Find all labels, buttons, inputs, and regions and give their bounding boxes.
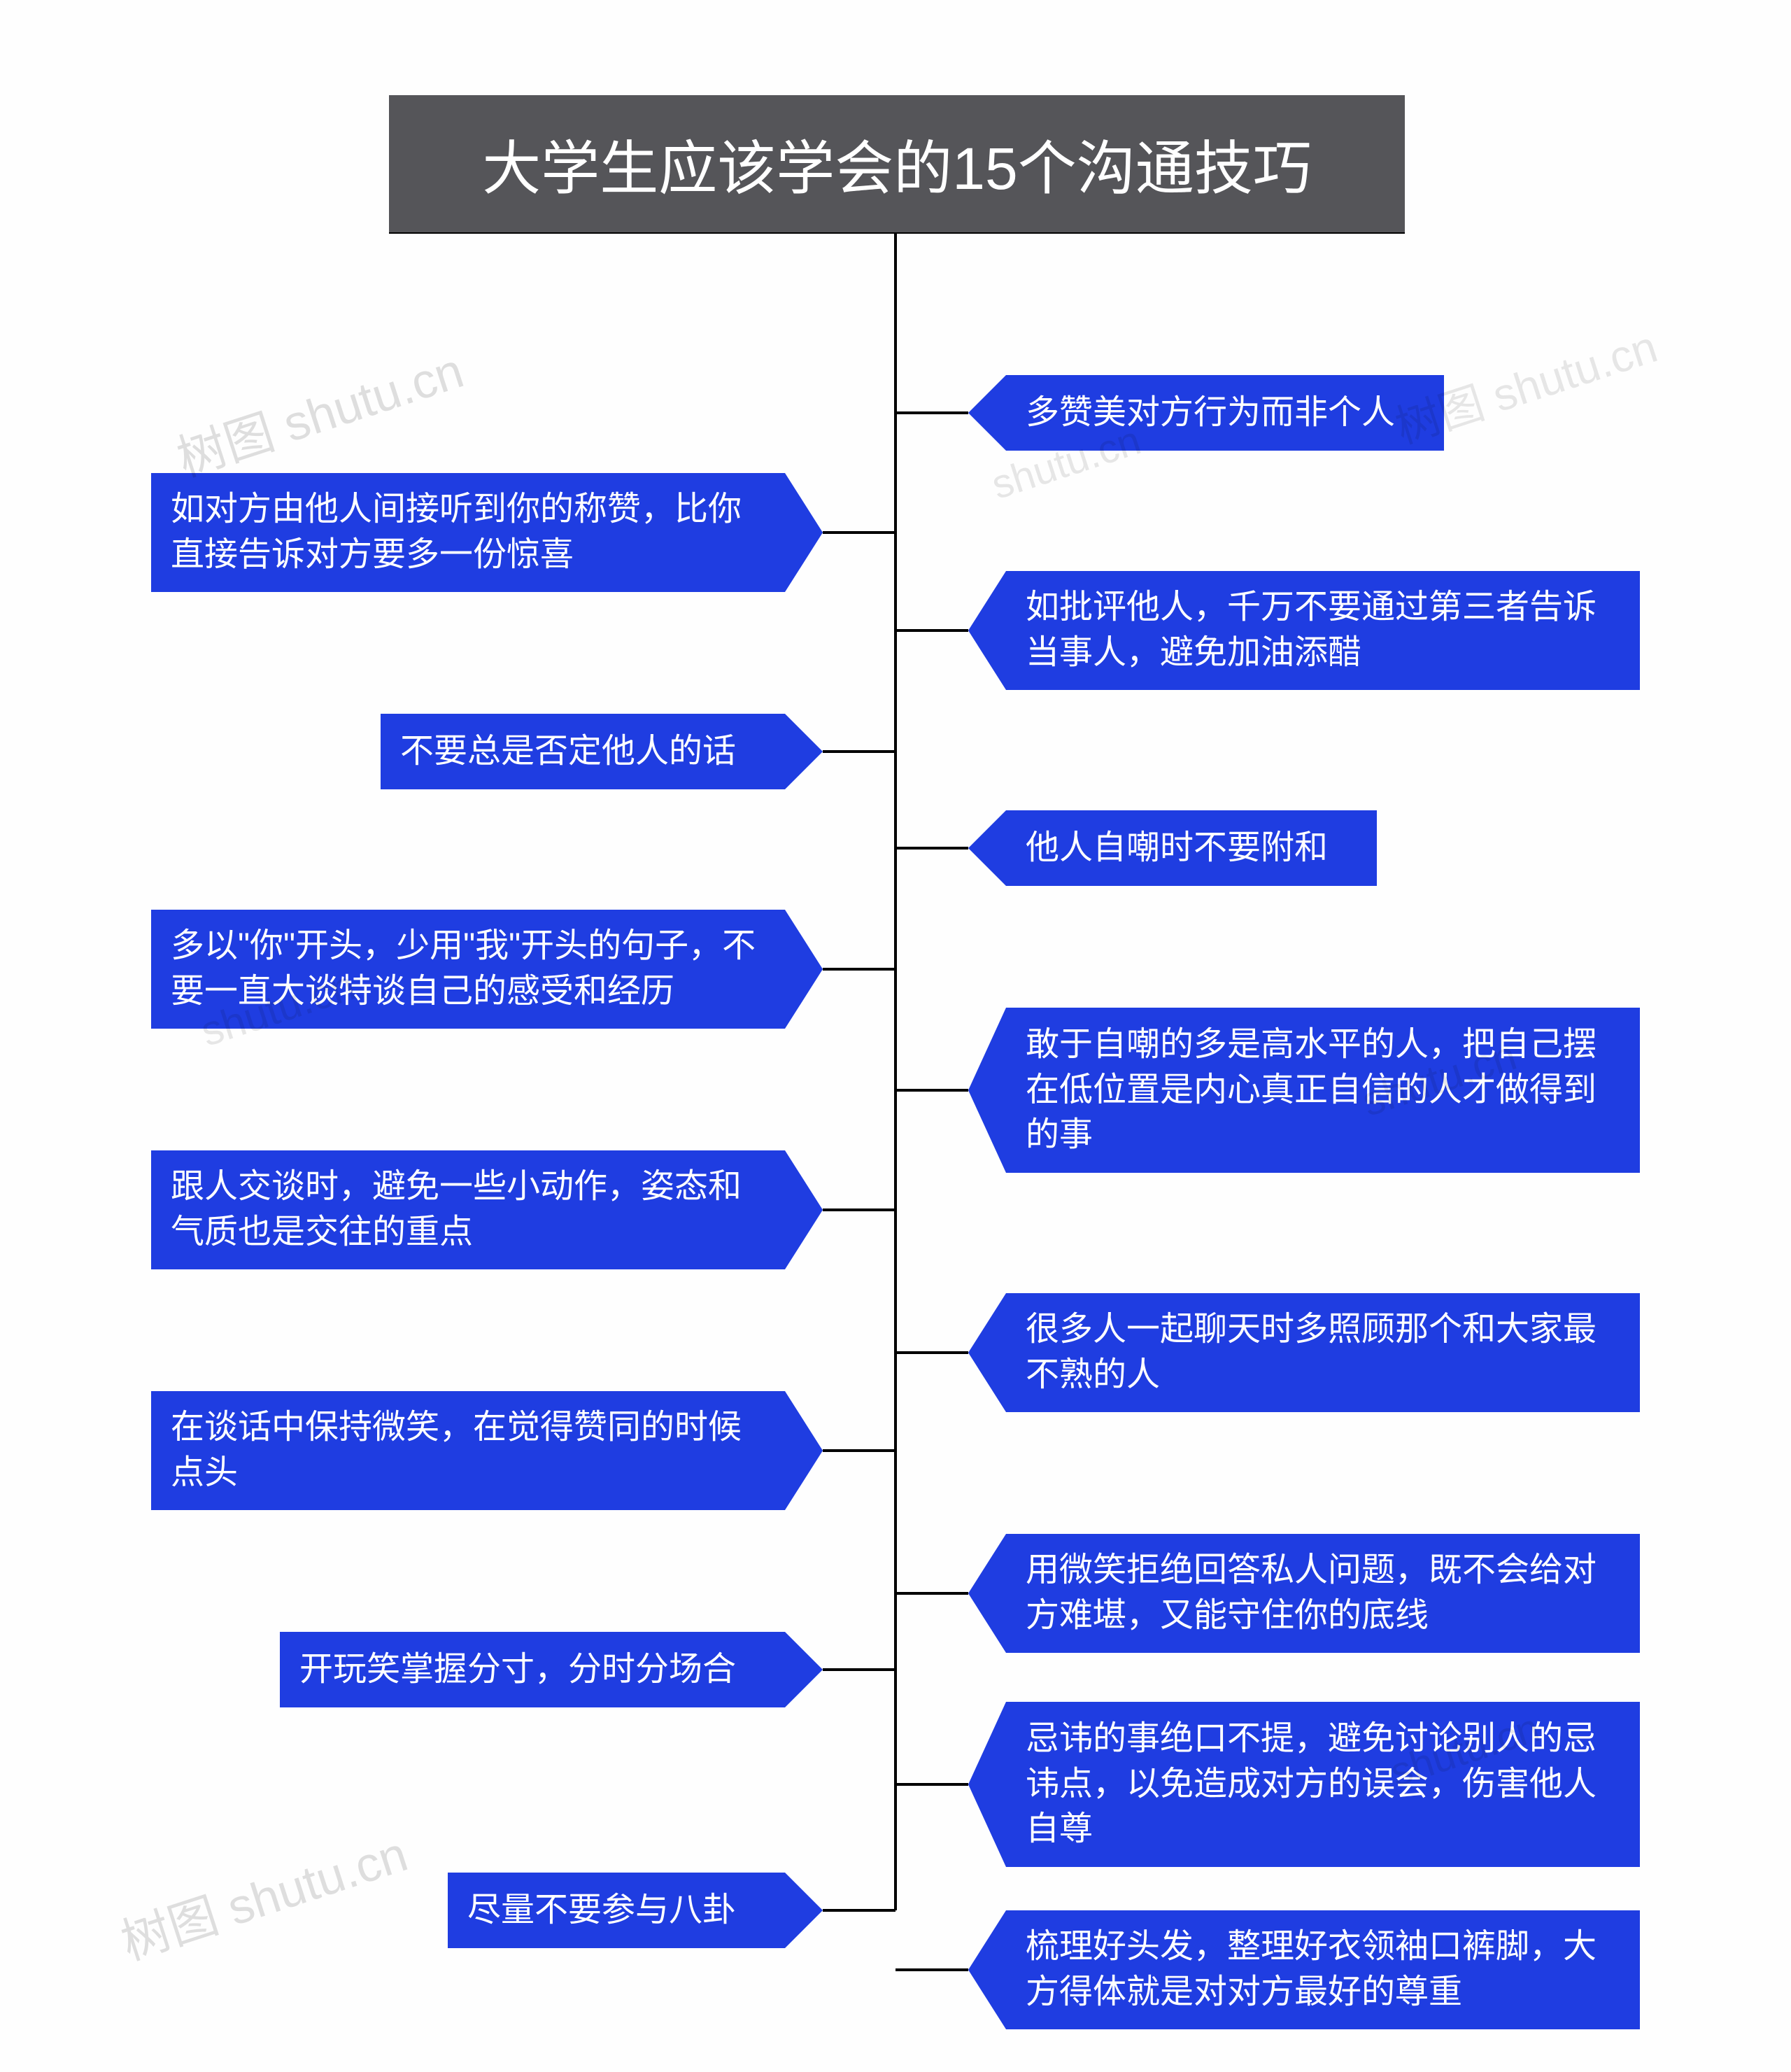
mindmap-node-text: 敢于自嘲的多是高水平的人，把自己摆在低位置是内心真正自信的人才做得到的事 — [1026, 1022, 1620, 1158]
mindmap-node-text: 他人自嘲时不要附和 — [1026, 826, 1328, 871]
watermark-text: 树图 shutu.cn — [111, 1815, 416, 1974]
mindmap-node: 跟人交谈时，避免一些小动作，姿态和气质也是交往的重点 — [151, 1150, 823, 1269]
mindmap-node-body: 用微笑拒绝回答私人问题，既不会给对方难堪，又能守住你的底线 — [1006, 1534, 1640, 1653]
mindmap-node-text: 如对方由他人间接听到你的称赞，比你直接告诉对方要多一份惊喜 — [171, 487, 765, 578]
mindmap-node: 尽量不要参与八卦 — [448, 1873, 823, 1948]
node-arrow-right-icon — [968, 1293, 1006, 1412]
mindmap-node-text: 梳理好头发，整理好衣领袖口裤脚，大方得体就是对对方最好的尊重 — [1026, 1924, 1620, 2015]
mindmap-node: 在谈话中保持微笑，在觉得赞同的时候点头 — [151, 1391, 823, 1510]
mindmap-node-body: 如对方由他人间接听到你的称赞，比你直接告诉对方要多一份惊喜 — [151, 473, 785, 592]
diagram-title: 大学生应该学会的15个沟通技巧 — [389, 95, 1405, 232]
node-arrow-right-icon — [968, 571, 1006, 690]
mindmap-node: 多赞美对方行为而非个人 — [968, 375, 1444, 451]
mindmap-node-text: 开玩笑掌握分寸，分时分场合 — [299, 1647, 736, 1693]
mindmap-node-text: 用微笑拒绝回答私人问题，既不会给对方难堪，又能守住你的底线 — [1026, 1548, 1620, 1639]
node-arrow-left-icon — [785, 473, 823, 592]
mindmap-node: 如批评他人，千万不要通过第三者告诉当事人，避免加油添醋 — [968, 571, 1640, 690]
mindmap-node: 他人自嘲时不要附和 — [968, 810, 1377, 886]
mindmap-node-text: 很多人一起聊天时多照顾那个和大家最不熟的人 — [1026, 1307, 1620, 1398]
diagram-title-text: 大学生应该学会的15个沟通技巧 — [482, 122, 1311, 206]
mindmap-node-body: 跟人交谈时，避免一些小动作，姿态和气质也是交往的重点 — [151, 1150, 785, 1269]
mindmap-node-body: 多以"你"开头，少用"我"开头的句子，不要一直大谈特谈自己的感受和经历 — [151, 910, 785, 1029]
node-arrow-left-icon — [785, 1632, 823, 1707]
mindmap-node-text: 不要总是否定他人的话 — [400, 729, 736, 775]
mindmap-node: 不要总是否定他人的话 — [381, 714, 823, 789]
mindmap-node-text: 在谈话中保持微笑，在觉得赞同的时候点头 — [171, 1405, 765, 1496]
mindmap-node-body: 梳理好头发，整理好衣领袖口裤脚，大方得体就是对对方最好的尊重 — [1006, 1910, 1640, 2029]
node-arrow-right-icon — [968, 1702, 1006, 1867]
mindmap-node: 多以"你"开头，少用"我"开头的句子，不要一直大谈特谈自己的感受和经历 — [151, 910, 823, 1029]
diagram-canvas: 大学生应该学会的15个沟通技巧多赞美对方行为而非个人如批评他人，千万不要通过第三… — [0, 0, 1791, 2072]
node-arrow-left-icon — [785, 1391, 823, 1510]
node-arrow-right-icon — [968, 1910, 1006, 2029]
mindmap-node-body: 多赞美对方行为而非个人 — [1006, 375, 1444, 451]
node-arrow-left-icon — [785, 1873, 823, 1948]
mindmap-node-body: 如批评他人，千万不要通过第三者告诉当事人，避免加油添醋 — [1006, 571, 1640, 690]
mindmap-node: 用微笑拒绝回答私人问题，既不会给对方难堪，又能守住你的底线 — [968, 1534, 1640, 1653]
node-arrow-right-icon — [968, 1534, 1006, 1653]
node-arrow-left-icon — [785, 1150, 823, 1269]
mindmap-node-body: 开玩笑掌握分寸，分时分场合 — [280, 1632, 785, 1707]
mindmap-node-body: 不要总是否定他人的话 — [381, 714, 785, 789]
watermark-text: 树图 shutu.cn — [167, 332, 472, 491]
mindmap-node-body: 很多人一起聊天时多照顾那个和大家最不熟的人 — [1006, 1293, 1640, 1412]
node-arrow-right-icon — [968, 375, 1006, 451]
mindmap-node: 敢于自嘲的多是高水平的人，把自己摆在低位置是内心真正自信的人才做得到的事 — [968, 1008, 1640, 1173]
mindmap-node: 梳理好头发，整理好衣领袖口裤脚，大方得体就是对对方最好的尊重 — [968, 1910, 1640, 2029]
mindmap-node-text: 忌讳的事绝口不提，避免讨论别人的忌讳点，以免造成对方的误会，伤害他人自尊 — [1026, 1717, 1620, 1852]
mindmap-node-body: 在谈话中保持微笑，在觉得赞同的时候点头 — [151, 1391, 785, 1510]
mindmap-node-body: 他人自嘲时不要附和 — [1006, 810, 1377, 886]
mindmap-node-body: 尽量不要参与八卦 — [448, 1873, 785, 1948]
node-arrow-right-icon — [968, 1008, 1006, 1173]
mindmap-node-text: 跟人交谈时，避免一些小动作，姿态和气质也是交往的重点 — [171, 1164, 765, 1255]
mindmap-node: 很多人一起聊天时多照顾那个和大家最不熟的人 — [968, 1293, 1640, 1412]
node-arrow-left-icon — [785, 714, 823, 789]
mindmap-node-text: 如批评他人，千万不要通过第三者告诉当事人，避免加油添醋 — [1026, 585, 1620, 676]
mindmap-node-text: 尽量不要参与八卦 — [467, 1888, 736, 1933]
mindmap-node: 忌讳的事绝口不提，避免讨论别人的忌讳点，以免造成对方的误会，伤害他人自尊 — [968, 1702, 1640, 1867]
mindmap-node-body: 忌讳的事绝口不提，避免讨论别人的忌讳点，以免造成对方的误会，伤害他人自尊 — [1006, 1702, 1640, 1867]
node-arrow-left-icon — [785, 910, 823, 1029]
mindmap-node-body: 敢于自嘲的多是高水平的人，把自己摆在低位置是内心真正自信的人才做得到的事 — [1006, 1008, 1640, 1173]
mindmap-node: 开玩笑掌握分寸，分时分场合 — [280, 1632, 823, 1707]
mindmap-node-text: 多以"你"开头，少用"我"开头的句子，不要一直大谈特谈自己的感受和经历 — [171, 924, 765, 1015]
node-arrow-right-icon — [968, 810, 1006, 886]
mindmap-node: 如对方由他人间接听到你的称赞，比你直接告诉对方要多一份惊喜 — [151, 473, 823, 592]
mindmap-node-text: 多赞美对方行为而非个人 — [1026, 390, 1395, 436]
